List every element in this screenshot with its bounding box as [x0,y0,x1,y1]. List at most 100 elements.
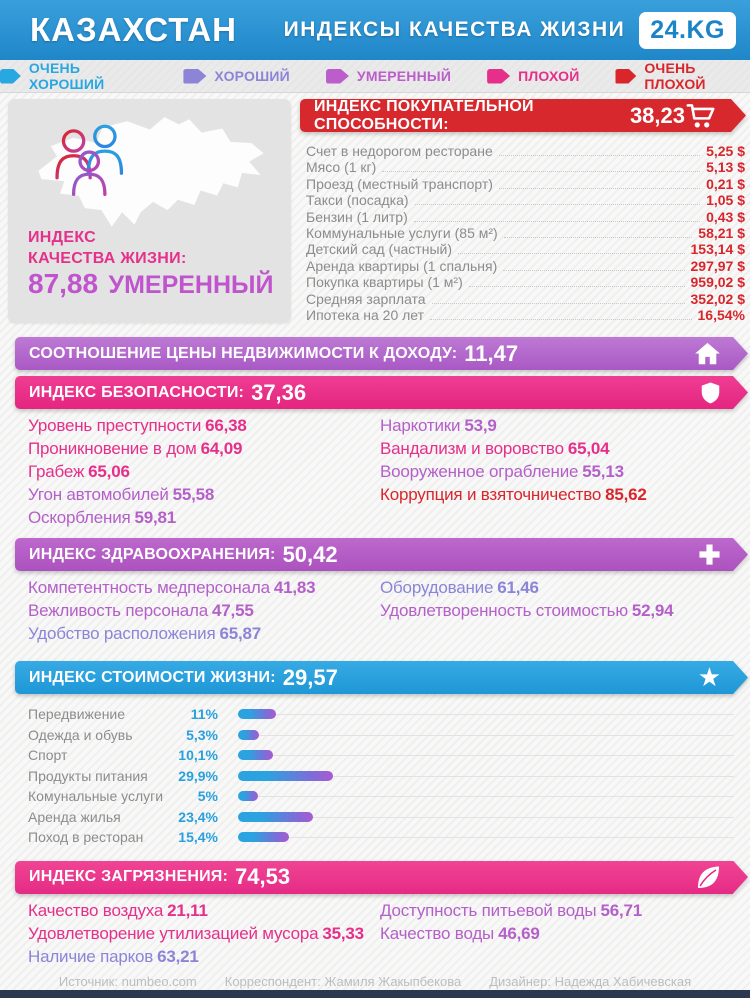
legend-label: ХОРОШИЙ [214,68,290,84]
stat-value: 47,55 [212,601,254,620]
banner-arrow-tip [733,860,748,894]
price-list: Счет в недорогом ресторане 5,25 $ Мясо (1 … [306,143,745,323]
legend-label: ОЧЕНЬ ПЛОХОЙ [644,60,706,92]
bar-track [238,832,734,843]
stat-label: Уровень преступности [28,416,202,435]
bar-track [238,811,734,822]
bar-category-label: Аренда жилья [28,808,121,825]
bar-track [238,709,734,720]
bar-category-label: Спорт [28,747,68,764]
banner-body: СООТНОШЕНИЕ ЦЕНЫ НЕДВИЖИМОСТИ К ДОХОДУ: … [15,337,733,370]
stat-value: 55,58 [172,485,215,504]
price-value: 0,21 $ [706,175,745,192]
healthcare-col-1: Компетентность медперсонала 41,83 Вежливос… [28,576,380,645]
cost-of-living-value: 29,57 [282,664,338,690]
stat-label: Проникновение в дом [28,439,197,458]
stat-label: Вандализм и воровство [380,439,564,458]
stat-label: Оскорбления [28,508,131,527]
price-row: Средняя зарплата 352,02 $ [306,291,745,307]
price-value: 1,05 $ [706,192,745,209]
chart-bar-row: Аренда жилья 23,4% [28,807,738,828]
bar-category-label: Комунальные услуги [28,788,164,805]
stat-row: Удовлетворение утилизацией мусора 35,33 [28,922,380,945]
stat-row: Вооруженное ограбление 55,13 [380,460,735,483]
stat-value: 65,06 [88,462,130,481]
star-icon: ★ [697,662,721,693]
quality-index-rating: УМЕРЕННЫЙ [108,271,274,299]
bar-value-label: 15,4% [178,829,218,846]
leader-line [382,171,701,173]
quality-index-label-line2: КАЧЕСТВА ЖИЗНИ: [28,250,187,267]
quality-of-life-card: ИНДЕКС КАЧЕСТВА ЖИЗНИ: 87,88 УМЕРЕННЫЙ [8,99,291,323]
bar [238,770,333,781]
stat-value: 46,69 [498,923,540,943]
bar-value-label: 10,1% [178,747,218,764]
banner-arrow-tip [733,376,748,409]
quality-index-text: ИНДЕКС КАЧЕСТВА ЖИЗНИ: 87,88 УМЕРЕННЫЙ [28,227,274,299]
banner-arrow-tip [733,538,748,571]
banner-arrow-tip [731,99,746,132]
stat-row: Удовлетворенность стоимостью 52,94 [380,599,735,622]
chart-bar-row: Поход в ресторан 15,4% [28,827,738,848]
price-label: Счет в недорогом ресторане [306,143,493,159]
stat-value: 63,21 [157,946,199,966]
cart-icon [685,103,719,129]
healthcare-value: 50,42 [282,541,338,567]
source-credit: Источник: numbeo.com [58,973,197,989]
safety-banner: ИНДЕКС БЕЗОПАСНОСТИ: 37,36 [15,376,748,409]
price-row: Коммунальные услуги (85 м²) 58,21 $ [306,225,745,241]
quality-index-value: 87,88 [28,268,99,299]
stat-row: Наличие парков 63,21 [28,945,380,968]
legend-arrow-icon [0,68,21,84]
price-value: 16,54% [697,306,745,323]
cost-of-living-title: ИНДЕКС СТОИМОСТИ ЖИЗНИ: [29,668,276,686]
leader-line [431,302,685,304]
legend-arrow-icon [487,68,511,84]
stat-value: 56,71 [600,900,642,920]
stat-row: Наркотики 53,9 [380,414,735,437]
stat-row: Качество воздуха 21,11 [28,899,380,922]
chart-bar-row: Одежда и обувь 5,3% [28,725,738,746]
bar [238,791,258,802]
healthcare-stats: Компетентность медперсонала 41,83 Вежливос… [28,576,735,645]
family-icon [55,124,124,197]
leader-line [458,253,685,255]
kazakhstan-map-silhouette [38,117,264,227]
bar-value-label: 11% [190,706,218,723]
correspondent-credit: Корреспондент: Жамиля Жакыпбекова [224,973,462,989]
leader-line [503,269,685,271]
stat-label: Вежливость персонала [28,601,209,620]
chart-bar-row: Передвижение 11% [28,704,738,725]
stat-label: Грабеж [28,462,85,481]
legend-item: ХОРОШИЙ [183,68,290,84]
legend-arrow-icon [325,68,349,84]
bar-value-label: 29,9% [178,767,218,784]
price-row: Ипотека на 20 лет 16,54% [306,307,745,323]
stat-row: Уровень преступности 66,38 [28,414,380,437]
chart-bar-row: Продукты питания 29,9% [28,766,738,787]
price-label: Детский сад (частный) [306,241,452,258]
stat-label: Качество воды [380,923,495,943]
pollution-title: ИНДЕКС ЗАГРЯЗНЕНИЯ: [29,868,229,885]
bar [238,729,259,740]
pollution-stats: Качество воздуха 21,11 Удовлетворение утил… [28,899,735,968]
legend-item: ПЛОХОЙ [487,68,579,84]
leader-line [468,286,685,288]
price-value: 5,13 $ [706,159,745,176]
shield-icon [700,381,721,405]
stat-value: 85,62 [605,485,647,504]
price-label: Ипотека на 20 лет [306,306,425,323]
bar-category-label: Поход в ресторан [28,829,144,846]
price-label: Средняя зарплата [306,290,426,307]
safety-stats: Уровень преступности 66,38 Проникновение в… [28,414,735,529]
stat-value: 35,33 [322,923,364,943]
stat-label: Коррупция и взяточничество [380,485,602,504]
leader-line [503,236,693,238]
quality-index-label-line1: ИНДЕКС [28,229,97,246]
purchasing-power-banner: ИНДЕКС ПОКУПАТЕЛЬНОЙ СПОСОБНОСТИ: 38,23 [300,98,746,133]
stat-value: 41,83 [273,578,316,597]
bar [238,709,276,720]
bar [238,811,314,822]
price-label: Такси (посадка) [306,192,409,209]
